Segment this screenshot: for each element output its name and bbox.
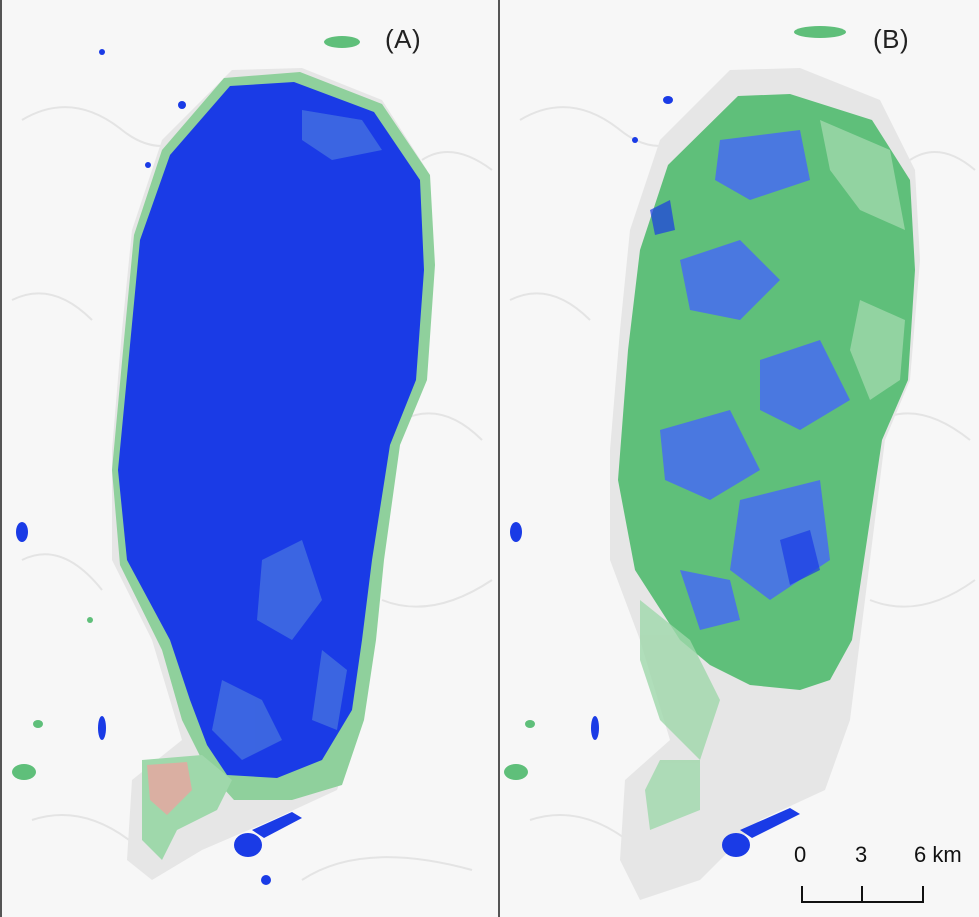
map-panel-a-canvas — [11, 36, 493, 885]
satellite-vegetation — [12, 36, 360, 780]
satellite-vegetation — [504, 26, 846, 780]
lake-water — [118, 82, 424, 778]
map-panel-b: (B) — [498, 0, 979, 917]
south-delta-bare — [147, 762, 192, 815]
map-panel-b-canvas — [504, 26, 976, 900]
scale-bar-label-6km: 6 km — [914, 842, 962, 867]
mixed-water-patches — [212, 110, 382, 760]
deep-water-patches — [650, 200, 820, 585]
light-vegetation-patches — [640, 120, 905, 830]
scale-bar: 0 3 6 km — [793, 842, 979, 917]
panel-a-label: (A) — [385, 24, 422, 54]
map-panel-a: (A) — [0, 0, 493, 917]
scale-bar-line — [801, 886, 924, 903]
scale-bar-label-0: 0 — [794, 842, 807, 867]
satellite-ponds — [16, 49, 302, 885]
satellite-ponds — [510, 96, 800, 857]
scale-bar-label-3: 3 — [855, 842, 868, 867]
panel-b-label: (B) — [873, 24, 910, 54]
